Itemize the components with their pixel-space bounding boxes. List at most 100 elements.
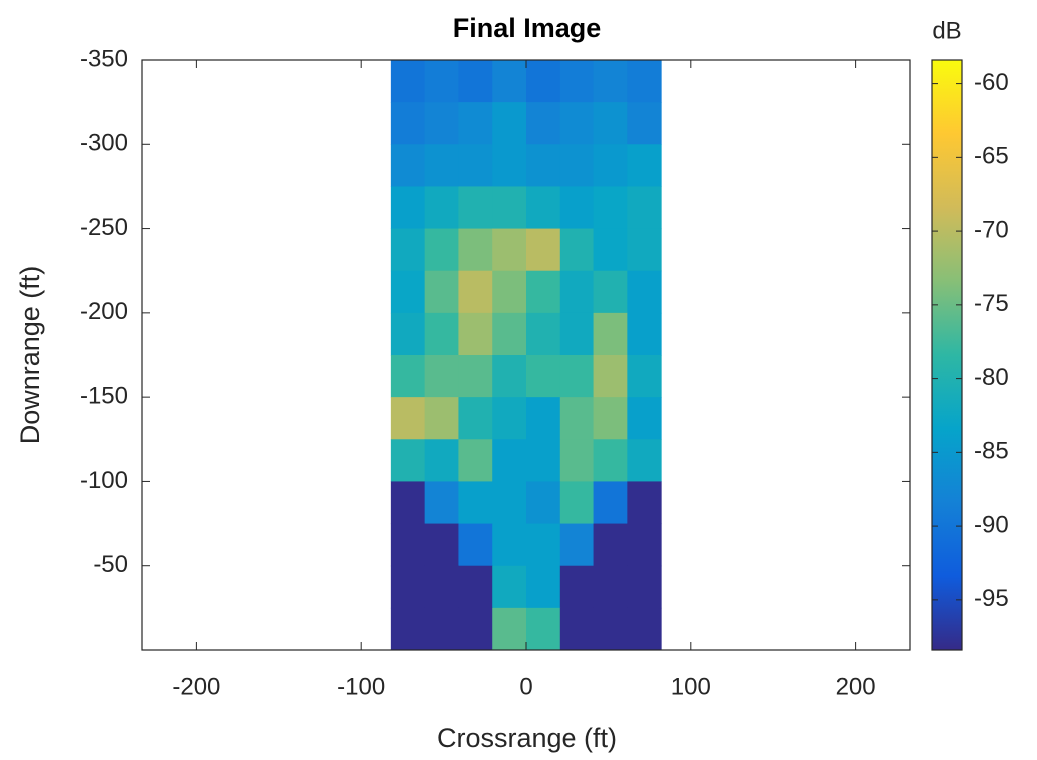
heatmap-cell bbox=[390, 270, 426, 314]
heatmap-cell bbox=[424, 565, 459, 609]
y-tick-label: -300 bbox=[80, 130, 128, 157]
heatmap-cell bbox=[627, 397, 662, 440]
heatmap-cell bbox=[390, 607, 426, 651]
heatmap-cell bbox=[458, 355, 493, 398]
heatmap-cell bbox=[492, 186, 527, 230]
heatmap-cell bbox=[492, 228, 527, 272]
heatmap-cell bbox=[627, 439, 662, 482]
heatmap-cell bbox=[593, 523, 628, 567]
colorbar-label: dB bbox=[932, 17, 961, 44]
heatmap-cell bbox=[526, 439, 561, 482]
heatmap-cell bbox=[559, 102, 595, 145]
heatmap-cell bbox=[458, 397, 493, 440]
heatmap-cell bbox=[627, 355, 662, 398]
heatmap-cell bbox=[458, 186, 493, 230]
heatmap-cell bbox=[390, 186, 426, 230]
heatmap-cell bbox=[458, 228, 493, 272]
x-tick-label: 200 bbox=[836, 673, 876, 700]
heatmap-cell bbox=[458, 439, 493, 482]
heatmap-cell bbox=[492, 481, 527, 525]
heatmap-cell bbox=[458, 607, 493, 651]
heatmap-cell bbox=[424, 186, 459, 230]
heatmap-cell bbox=[492, 397, 527, 440]
heatmap-cell bbox=[390, 312, 426, 356]
heatmap-cell bbox=[390, 439, 426, 482]
heatmap-cell bbox=[390, 102, 426, 145]
heatmap-cell bbox=[492, 102, 527, 145]
y-tick-label: -200 bbox=[80, 298, 128, 325]
heatmap-cell bbox=[627, 186, 662, 230]
heatmap-cell bbox=[458, 60, 493, 103]
heatmap-cell bbox=[559, 312, 595, 356]
heatmap-cell bbox=[390, 481, 426, 525]
heatmap-cell bbox=[559, 607, 595, 651]
heatmap-cell bbox=[526, 144, 561, 187]
y-tick-label: -50 bbox=[93, 551, 128, 578]
heatmap-cell bbox=[559, 481, 595, 525]
heatmap-cell bbox=[559, 228, 595, 272]
heatmap-cell bbox=[390, 523, 426, 567]
heatmap-cell bbox=[526, 565, 561, 609]
colorbar-tick-label: -85 bbox=[974, 438, 1009, 465]
heatmap-cell bbox=[492, 144, 527, 187]
heatmap-cell bbox=[424, 102, 459, 145]
colorbar-tick-label: -65 bbox=[974, 143, 1009, 170]
heatmap-cell bbox=[559, 270, 595, 314]
heatmap-cell bbox=[526, 60, 561, 103]
colorbar-tick-label: -80 bbox=[974, 364, 1009, 391]
y-axis-label: Downrange (ft) bbox=[15, 266, 45, 445]
chart-title: Final Image bbox=[453, 13, 602, 43]
heatmap-cell bbox=[526, 186, 561, 230]
heatmap bbox=[390, 60, 662, 651]
heatmap-cell bbox=[458, 481, 493, 525]
heatmap-cell bbox=[458, 523, 493, 567]
heatmap-cell bbox=[526, 481, 561, 525]
heatmap-cell bbox=[492, 355, 527, 398]
heatmap-cell bbox=[627, 481, 662, 525]
heatmap-cell bbox=[526, 228, 561, 272]
heatmap-cell bbox=[390, 565, 426, 609]
y-tick-label: -350 bbox=[80, 45, 128, 72]
heatmap-cell bbox=[492, 270, 527, 314]
x-tick-label: 100 bbox=[671, 673, 711, 700]
y-tick-label: -100 bbox=[80, 467, 128, 494]
colorbar-tick-label: -75 bbox=[974, 290, 1009, 317]
x-tick-label: -200 bbox=[172, 673, 220, 700]
colorbar-tick-label: -60 bbox=[974, 69, 1009, 96]
colorbar-tick-label: -95 bbox=[974, 585, 1009, 612]
heatmap-cell bbox=[627, 228, 662, 272]
heatmap-cell bbox=[526, 523, 561, 567]
heatmap-cell bbox=[593, 565, 628, 609]
heatmap-cell bbox=[458, 312, 493, 356]
heatmap-cell bbox=[593, 270, 628, 314]
heatmap-cell bbox=[390, 60, 426, 103]
colorbar-tick-label: -70 bbox=[974, 216, 1009, 243]
heatmap-cell bbox=[526, 102, 561, 145]
heatmap-cell bbox=[424, 228, 459, 272]
heatmap-cell bbox=[390, 397, 426, 440]
heatmap-cell bbox=[593, 60, 628, 103]
heatmap-cell bbox=[424, 607, 459, 651]
heatmap-cell bbox=[424, 397, 459, 440]
heatmap-cell bbox=[559, 355, 595, 398]
heatmap-cell bbox=[424, 481, 459, 525]
heatmap-cell bbox=[593, 228, 628, 272]
heatmap-cell bbox=[424, 355, 459, 398]
heatmap-cell bbox=[458, 270, 493, 314]
heatmap-cell bbox=[424, 439, 459, 482]
heatmap-cell bbox=[526, 355, 561, 398]
heatmap-cell bbox=[458, 565, 493, 609]
y-tick-label: -150 bbox=[80, 382, 128, 409]
x-axis-label: Crossrange (ft) bbox=[437, 723, 617, 753]
heatmap-cell bbox=[492, 312, 527, 356]
heatmap-cell bbox=[390, 144, 426, 187]
heatmap-cell bbox=[593, 607, 628, 651]
heatmap-cell bbox=[593, 397, 628, 440]
heatmap-cell bbox=[593, 481, 628, 525]
heatmap-cell bbox=[424, 312, 459, 356]
heatmap-cell bbox=[458, 102, 493, 145]
heatmap-cell bbox=[492, 607, 527, 651]
heatmap-cell bbox=[492, 439, 527, 482]
